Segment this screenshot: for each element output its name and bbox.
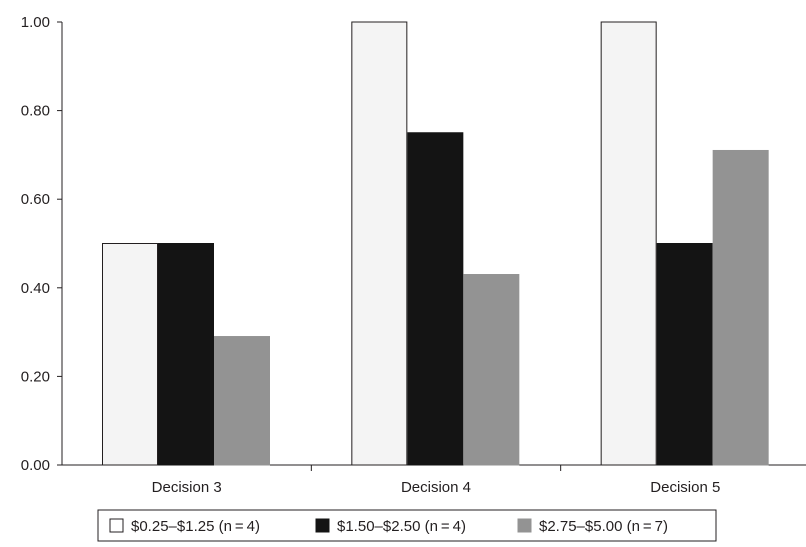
bar (214, 336, 270, 466)
bar (600, 21, 657, 466)
x-category-label: Decision 3 (152, 479, 222, 496)
legend-swatch (315, 518, 330, 533)
y-tick-label: 0.80 (21, 103, 50, 120)
y-tick-label: 0.60 (21, 191, 50, 208)
legend: $0.25–$1.25 (n = 4) $1.50–$2.50 (n = 4) $2… (97, 509, 717, 542)
legend-swatch (109, 518, 124, 533)
bar (158, 243, 214, 466)
bar (656, 243, 713, 466)
y-tick-label: 0.00 (21, 457, 50, 474)
bar (351, 21, 408, 466)
bars (102, 21, 769, 466)
y-tick-label: 1.00 (21, 14, 50, 31)
legend-label: $1.50–$2.50 (n = 4) (337, 518, 466, 535)
bar (712, 149, 769, 466)
x-category-label: Decision 4 (401, 479, 471, 496)
y-tick-label: 0.20 (21, 368, 50, 385)
y-tick-label: 0.40 (21, 280, 50, 297)
bar (407, 132, 464, 466)
bar (102, 243, 158, 466)
x-category-label: Decision 5 (650, 479, 720, 496)
legend-box (97, 509, 717, 542)
bar (463, 274, 520, 466)
legend-label: $0.25–$1.25 (n = 4) (131, 518, 260, 535)
legend-label: $2.75–$5.00 (n = 7) (539, 518, 668, 535)
legend-swatch (517, 518, 532, 533)
y-axis: 0.00 0.20 0.40 0.60 0.80 1.00 (21, 14, 63, 474)
x-axis: Decision 3 Decision 4 Decision 5 (62, 464, 806, 496)
